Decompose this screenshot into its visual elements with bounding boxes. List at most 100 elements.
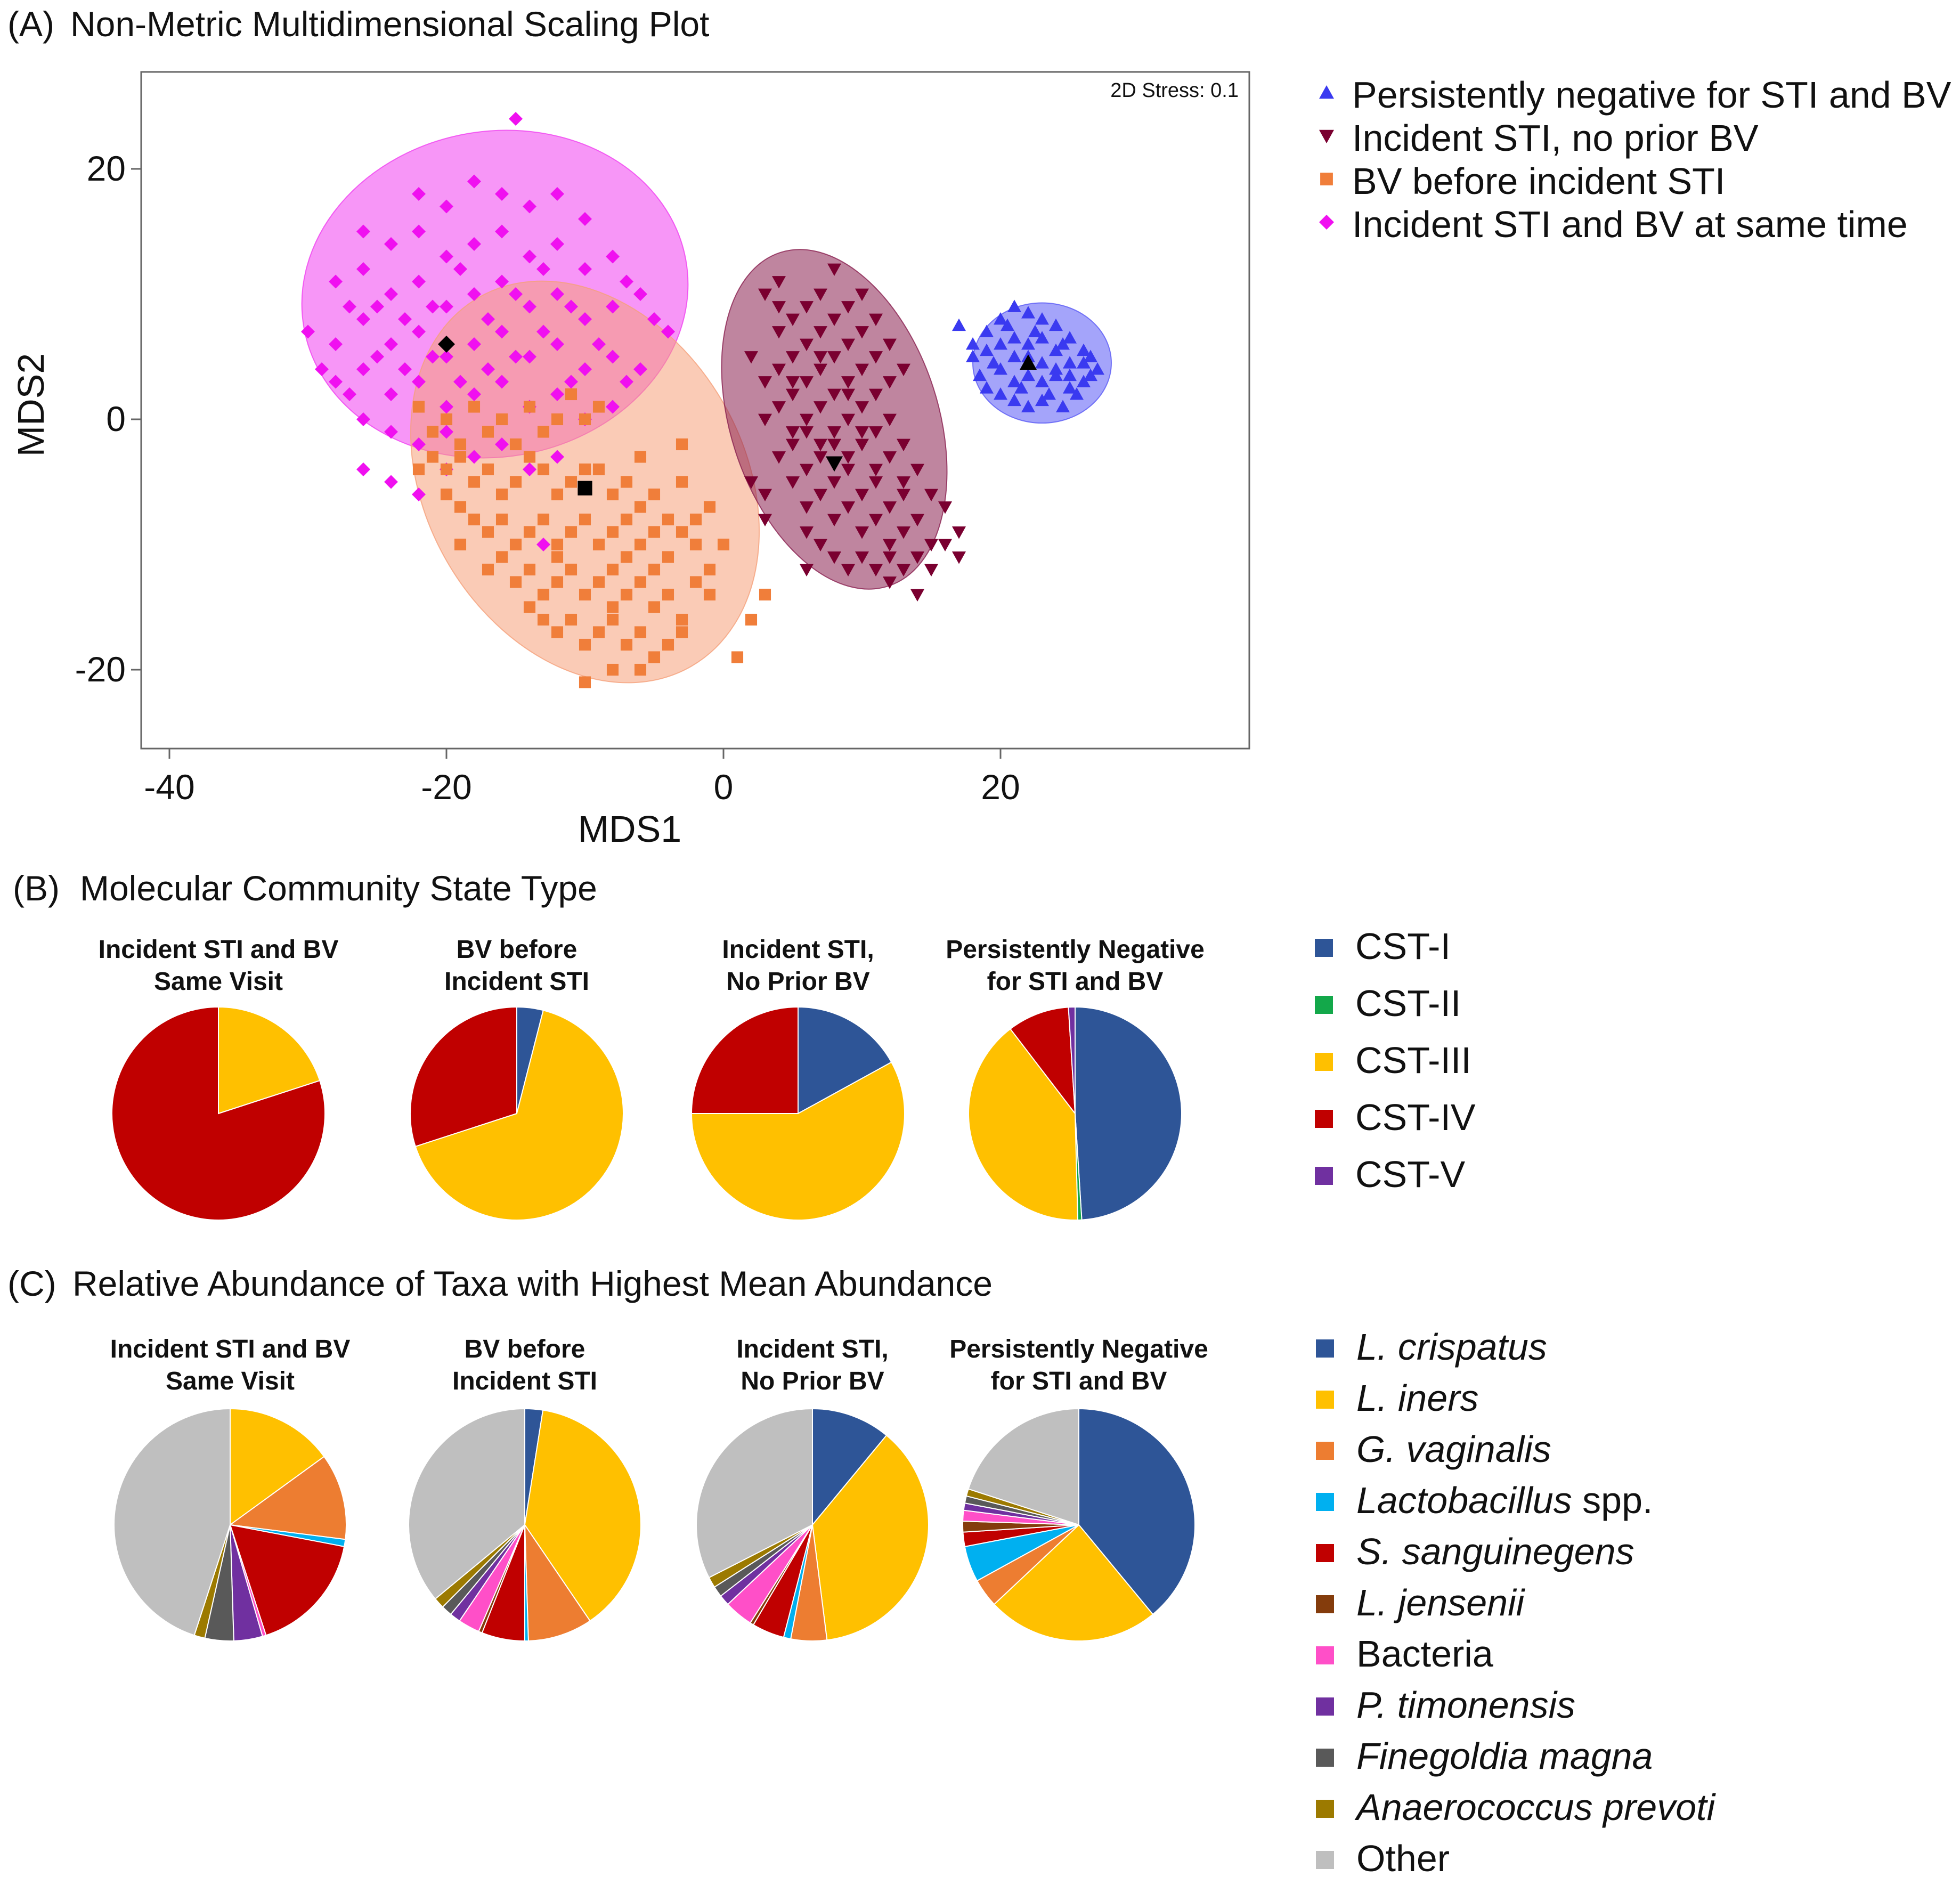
point-bv-before-incident-sti [579,676,591,688]
point-incident-sti-and-bv-at-same-time [329,274,343,289]
legend-marker-incident-sti-no-prior-bv [1319,129,1334,143]
pie-slice-other [113,1408,231,1636]
point-incident-sti-no-prior-bv [814,451,827,464]
point-bv-before-incident-sti [579,588,591,601]
point-incident-sti-no-prior-bv [841,464,855,476]
point-incident-sti-no-prior-bv [800,501,814,514]
point-bv-before-incident-sti [676,526,688,538]
cst-pies: Incident STI and BV Same Visit BV before In… [99,936,1205,1221]
point-incident-sti-no-prior-bv [814,438,827,451]
point-bv-before-incident-sti [620,638,633,651]
point-incident-sti-no-prior-bv [841,388,855,401]
point-bv-before-incident-sti [606,563,619,576]
point-incident-sti-no-prior-bv [827,263,841,276]
point-incident-sti-and-bv-at-same-time [356,312,370,326]
point-bv-before-incident-sti [482,563,494,576]
point-incident-sti-no-prior-bv [883,451,897,464]
point-incident-sti-no-prior-bv [938,501,952,514]
legend-swatch-cst-iii [1315,1053,1333,1071]
panel-b: (B) Molecular Community State Type Incid… [13,868,1476,1221]
legend-marker-incident-sti-and-bv-at-same-time [1319,215,1334,230]
point-incident-sti-and-bv-at-same-time [467,237,481,251]
point-bv-before-incident-sti [606,526,619,538]
point-incident-sti-and-bv-at-same-time [550,450,564,464]
legend-swatch-g-vaginalis [1316,1442,1334,1460]
nmds-points [301,112,1104,688]
point-bv-before-incident-sti [551,576,564,588]
legend-label-incident-sti-and-bv-at-same-time: Incident STI and BV at same time [1352,204,1908,245]
point-incident-sti-and-bv-at-same-time [412,274,426,289]
legend-swatch-lactobacillus-spp [1316,1493,1334,1511]
point-incident-sti-and-bv-at-same-time [481,312,495,326]
point-incident-sti-no-prior-bv [883,338,897,351]
point-incident-sti-no-prior-bv [772,326,786,339]
nmds-legend: Persistently negative for STI and BVInci… [1319,74,1951,245]
point-bv-before-incident-sti [703,588,716,601]
pie-slice-l-crispatus [812,1408,888,1526]
point-bv-before-incident-sti [703,563,716,576]
x-tick-label: -20 [421,767,471,807]
point-incident-sti-and-bv-at-same-time [343,299,356,314]
point-bv-before-incident-sti [620,588,633,601]
point-incident-sti-and-bv-at-same-time [550,237,564,251]
point-incident-sti-no-prior-bv [883,501,897,514]
panel-c-label: (C) [7,1264,56,1303]
point-incident-sti-and-bv-at-same-time [633,362,647,376]
point-incident-sti-no-prior-bv [883,576,897,589]
cst-legend: CST-I CST-II CST-III CST-IV CST-V [1315,925,1476,1195]
point-incident-sti-no-prior-bv [910,514,924,526]
point-bv-before-incident-sti [440,413,453,426]
point-bv-before-incident-sti [565,613,578,626]
point-bv-before-incident-sti [676,438,688,451]
point-bv-before-incident-sti [592,626,605,638]
point-incident-sti-no-prior-bv [841,564,855,576]
point-incident-sti-no-prior-bv [869,514,883,526]
x-tick-label: 0 [714,767,734,807]
point-persistently-negative-for-sti-and-bv [1021,368,1035,381]
point-incident-sti-and-bv-at-same-time [523,462,536,476]
point-incident-sti-no-prior-bv [800,413,814,426]
point-bv-before-incident-sti [537,513,550,526]
point-bv-before-incident-sti [703,501,716,513]
point-incident-sti-no-prior-bv [855,426,869,439]
point-incident-sti-no-prior-bv [910,464,924,476]
pie-slice-cst-iii [968,1028,1079,1221]
point-incident-sti-and-bv-at-same-time [606,299,620,314]
pie-title: No Prior BV [726,968,869,996]
pie-slice-cst-iv [1010,1006,1076,1116]
point-incident-sti-no-prior-bv [786,388,800,401]
legend-swatch-l-jensenii [1316,1595,1334,1613]
point-incident-sti-no-prior-bv [758,288,772,301]
y-tick-label: 0 [106,399,126,438]
point-incident-sti-no-prior-bv [827,514,841,526]
point-incident-sti-no-prior-bv [869,313,883,326]
point-bv-before-incident-sti [468,401,481,413]
point-incident-sti-no-prior-bv [897,526,910,539]
point-bv-before-incident-sti [689,538,702,551]
point-incident-sti-no-prior-bv [841,451,855,464]
point-persistently-negative-for-sti-and-bv [1070,387,1084,400]
point-persistently-negative-for-sti-and-bv [1056,400,1070,412]
point-incident-sti-no-prior-bv [855,401,869,414]
point-incident-sti-and-bv-at-same-time [384,387,398,401]
point-incident-sti-no-prior-bv [952,551,966,564]
point-incident-sti-and-bv-at-same-time [536,324,550,339]
legend-swatch-l-crispatus [1316,1339,1334,1358]
pie-slice-l-iners [524,1409,641,1622]
pie-slice-cst-i [798,1006,892,1115]
pie-title: Persistently Negative [949,1335,1208,1363]
point-incident-sti-no-prior-bv [800,526,814,539]
point-incident-sti-no-prior-bv [786,351,800,364]
point-bv-before-incident-sti [537,426,550,438]
point-bv-before-incident-sti [495,513,508,526]
point-bv-before-incident-sti [634,576,647,588]
point-incident-sti-and-bv-at-same-time [329,337,343,351]
point-incident-sti-no-prior-bv [855,526,869,539]
point-incident-sti-no-prior-bv [841,501,855,514]
legend-label-bacteria: Bacteria [1356,1633,1493,1675]
point-bv-before-incident-sti [759,588,771,601]
point-incident-sti-no-prior-bv [910,589,924,602]
nmds-ellipses [301,129,1112,684]
point-incident-sti-and-bv-at-same-time [467,287,481,301]
pie-slice-cst-iii [414,1010,624,1221]
